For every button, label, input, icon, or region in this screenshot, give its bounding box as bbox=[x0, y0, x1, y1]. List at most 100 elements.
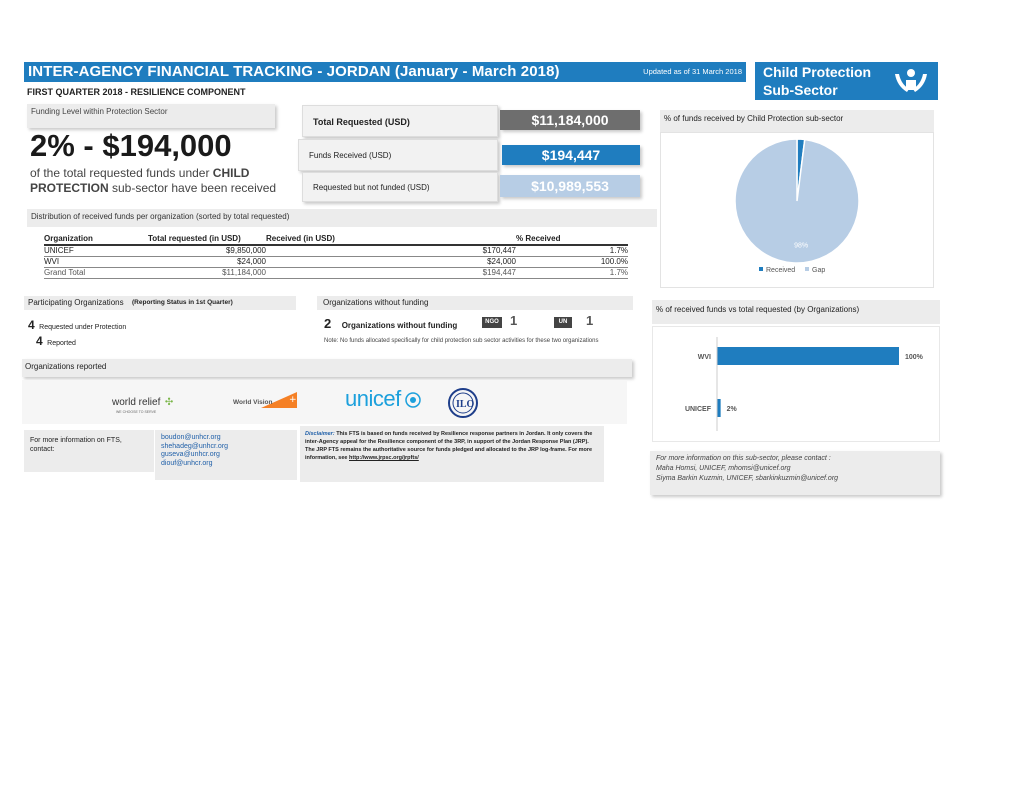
world-vision-logo-text: World Vision bbox=[233, 399, 273, 406]
without-funding-row: 2 Organizations without funding bbox=[324, 315, 457, 333]
funding-label: Funding Level within Protection Sector bbox=[31, 107, 168, 116]
world-relief-star-icon: ✣ bbox=[164, 397, 174, 408]
without-funding-title-box: Organizations without funding bbox=[317, 296, 633, 310]
email-link[interactable]: boudon@unhcr.org bbox=[161, 434, 221, 441]
cell-percent: 100.0% bbox=[516, 256, 628, 268]
bar-title-box: % of received funds vs total requested (… bbox=[652, 300, 940, 324]
unicef-logo: unicef bbox=[345, 386, 421, 412]
legend-label: Gap bbox=[812, 267, 825, 274]
reported-label: Reported bbox=[47, 340, 76, 347]
logos-strip bbox=[22, 380, 627, 424]
cell-org: UNICEF bbox=[44, 245, 148, 257]
world-vision-icon: + bbox=[261, 392, 297, 408]
disclaimer-lead: Disclaimer: bbox=[305, 431, 335, 437]
unfunded-label: Requested but not funded (USD) bbox=[313, 183, 430, 192]
bar-category-label: UNICEF bbox=[685, 406, 712, 413]
without-funding-count: 2 bbox=[324, 316, 332, 331]
disclaimer-box: Disclaimer: This FTS is based on funds r… bbox=[300, 426, 604, 482]
world-vision-logo: + World Vision bbox=[231, 390, 299, 415]
world-relief-tag: WE CHOOSE TO SERVE bbox=[116, 410, 157, 414]
email-link[interactable]: shehadeg@unhcr.org bbox=[161, 442, 229, 450]
desc-pre: of the total requested funds under bbox=[30, 166, 213, 180]
title-bar: INTER-AGENCY FINANCIAL TRACKING - JORDAN… bbox=[24, 62, 746, 82]
table-row: UNICEF $9,850,000 $170,447 1.7% bbox=[44, 245, 628, 257]
sector-title-line2: Sub-Sector bbox=[763, 82, 838, 98]
ilo-logo: ILO bbox=[444, 387, 482, 424]
email-link[interactable]: guseva@unhcr.org bbox=[161, 451, 220, 458]
funds-received-label-box: Funds Received (USD) bbox=[298, 139, 498, 171]
ilo-logo-text: ILO bbox=[456, 399, 475, 410]
pie-slice-gap bbox=[734, 138, 860, 264]
without-funding-note: Note: No funds allocated specifically fo… bbox=[324, 338, 599, 344]
participating-title: Participating Organizations bbox=[28, 298, 124, 307]
requested-count: 4 bbox=[28, 318, 35, 332]
bar-title: % of received funds vs total requested (… bbox=[656, 305, 860, 314]
participating-title-box: Participating Organizations (Reporting S… bbox=[24, 296, 296, 310]
col-total-requested: Total requested (in USD) bbox=[148, 233, 266, 246]
legend-swatch bbox=[805, 267, 809, 271]
cell-org: Grand Total bbox=[44, 267, 148, 279]
cell-total: $9,850,000 bbox=[148, 245, 266, 257]
reported-title-box: Organizations reported bbox=[22, 359, 632, 377]
un-count: 1 bbox=[586, 313, 594, 328]
col-percent: % Received bbox=[516, 233, 628, 246]
ngo-count: 1 bbox=[510, 313, 518, 328]
disclaimer-link[interactable]: http://www.jrpsc.org/jrpfts/ bbox=[349, 455, 419, 461]
sector-banner: Child Protection Sub-Sector bbox=[755, 62, 938, 100]
table-row-total: Grand Total $11,184,000 $194,447 1.7% bbox=[44, 267, 628, 279]
ilo-emblem-icon: ILO bbox=[448, 388, 478, 418]
cell-total: $11,184,000 bbox=[148, 267, 266, 279]
contact-label-box: For more information on FTS, contact: bbox=[24, 430, 154, 472]
email-link[interactable]: diouf@unhcr.org bbox=[161, 459, 213, 467]
pie-title: % of funds received by Child Protection … bbox=[664, 114, 844, 123]
page-title: INTER-AGENCY FINANCIAL TRACKING - JORDAN… bbox=[28, 63, 560, 80]
bar-data-label: 100% bbox=[905, 354, 924, 361]
requested-count-row: 4 Requested under Protection bbox=[28, 316, 126, 334]
funding-label-box: Funding Level within Protection Sector bbox=[27, 104, 275, 128]
disclaimer-body: This FTS is based on funds received by R… bbox=[305, 431, 593, 461]
updated-date: Updated as of 31 March 2018 bbox=[643, 67, 742, 76]
funding-description: of the total requested funds under CHILD… bbox=[30, 166, 290, 196]
unfunded-value: $10,989,553 bbox=[500, 175, 640, 197]
more-info-line1: For more information on this sub-sector,… bbox=[656, 455, 831, 462]
col-received: Received (in USD) bbox=[266, 233, 516, 246]
distribution-title: Distribution of received funds per organ… bbox=[31, 212, 290, 221]
desc-bold1: CHILD bbox=[212, 166, 250, 180]
more-info-box: For more information on this sub-sector,… bbox=[650, 451, 940, 495]
without-funding-title: Organizations without funding bbox=[323, 298, 429, 307]
pie-title-box: % of funds received by Child Protection … bbox=[660, 110, 934, 132]
table-row: WVI $24,000 $24,000 100.0% bbox=[44, 256, 628, 268]
funds-received-value: $194,447 bbox=[502, 145, 640, 165]
unicef-logo-text: unicef bbox=[345, 386, 401, 411]
reported-title: Organizations reported bbox=[25, 362, 107, 371]
desc-bold2: PROTECTION bbox=[30, 181, 109, 195]
world-relief-logo: world relief ✣ WE CHOOSE TO SERVE bbox=[112, 392, 173, 414]
cell-received: $24,000 bbox=[266, 256, 516, 268]
bar-wvi bbox=[717, 347, 899, 365]
child-protection-icon bbox=[895, 69, 927, 92]
total-requested-label: Total Requested (USD) bbox=[313, 117, 410, 127]
funds-received-label: Funds Received (USD) bbox=[309, 151, 392, 160]
world-relief-logo-text: world relief bbox=[112, 397, 161, 408]
table-header-row: Organization Total requested (in USD) Re… bbox=[44, 233, 628, 246]
desc-post: sub-sector have been received bbox=[108, 181, 277, 195]
participating-title-note: (Reporting Status in 1st Quarter) bbox=[132, 299, 233, 306]
bar-category-label: WVI bbox=[698, 354, 711, 361]
total-requested-value: $11,184,000 bbox=[500, 110, 640, 130]
unfunded-label-box: Requested but not funded (USD) bbox=[302, 172, 498, 202]
sector-title-line1: Child Protection bbox=[763, 64, 872, 80]
distribution-title-box: Distribution of received funds per organ… bbox=[27, 209, 657, 227]
more-info-line2[interactable]: Maha Homsi, UNICEF, mhomsi@unicef.org bbox=[656, 465, 791, 472]
distribution-table: Organization Total requested (in USD) Re… bbox=[44, 233, 628, 279]
un-icon: UN bbox=[554, 317, 572, 328]
cell-percent: 1.7% bbox=[516, 267, 628, 279]
contact-label: For more information on FTS, contact: bbox=[30, 437, 122, 453]
more-info-line3[interactable]: Siyma Barkin Kuzmin, UNICEF, sbarkinkuzm… bbox=[656, 475, 839, 482]
unicef-globe-icon bbox=[405, 392, 421, 408]
funding-headline: 2% - $194,000 bbox=[30, 128, 232, 163]
legend-swatch bbox=[759, 267, 763, 271]
contact-emails-box: boudon@unhcr.org shehadeg@unhcr.org guse… bbox=[155, 430, 297, 480]
disclaimer-text: Disclaimer: This FTS is based on funds r… bbox=[305, 430, 600, 462]
